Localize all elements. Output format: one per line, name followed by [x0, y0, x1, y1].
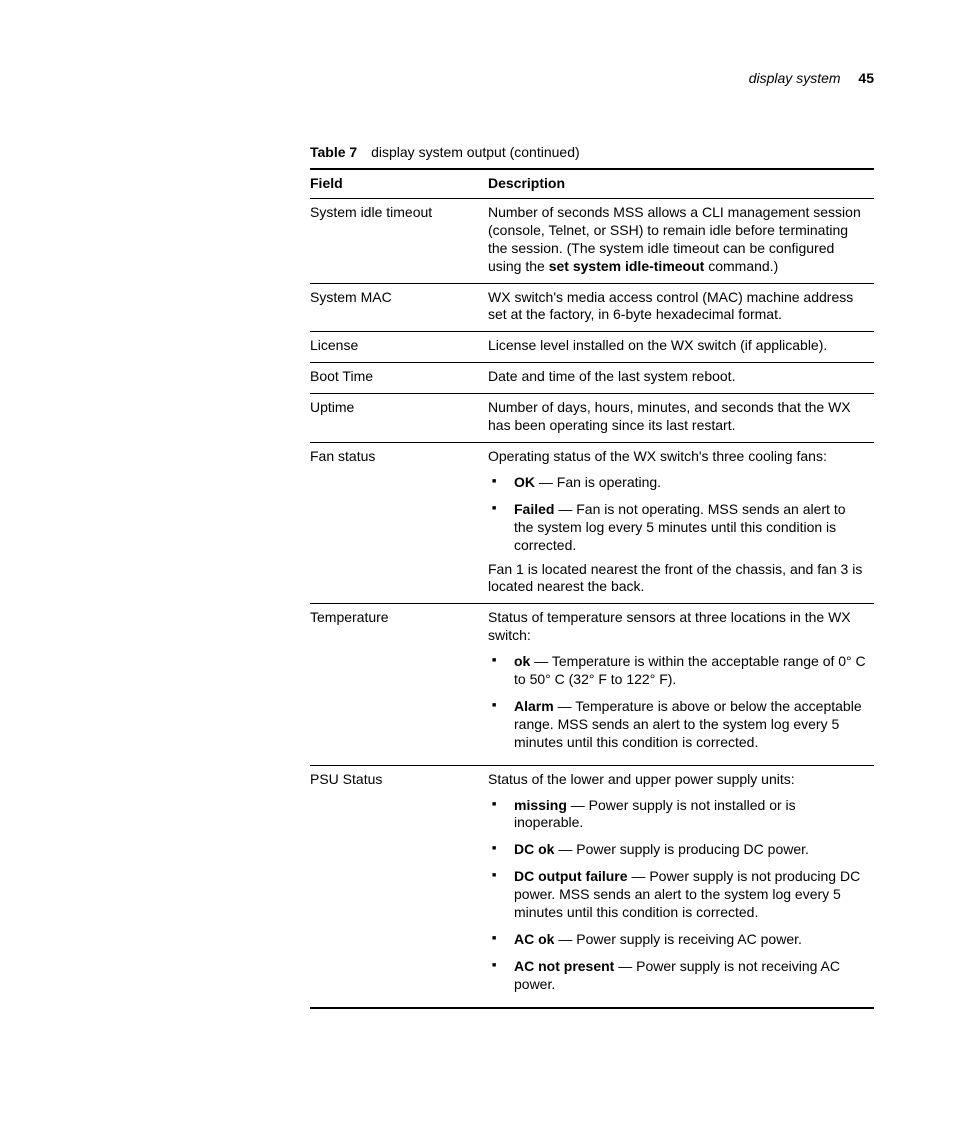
table-row: Boot Time Date and time of the last syst… — [310, 363, 874, 394]
table-row: System idle timeout Number of seconds MS… — [310, 198, 874, 283]
desc-paragraph: Status of the lower and upper power supp… — [488, 771, 868, 789]
list-item: Alarm — Temperature is above or below th… — [510, 698, 868, 752]
table-row: System MAC WX switch's media access cont… — [310, 283, 874, 332]
list-item: ok — Temperature is within the acceptabl… — [510, 653, 868, 689]
header-page-number: 45 — [858, 70, 874, 86]
bullet-list: OK — Fan is operating. Failed — Fan is n… — [488, 474, 868, 555]
list-item: missing — Power supply is not installed … — [510, 797, 868, 833]
table-caption: Table 7 display system output (continued… — [310, 144, 874, 160]
col-header-field: Field — [310, 169, 488, 198]
cell-description: Operating status of the WX switch's thre… — [488, 442, 874, 603]
running-header: display system 45 — [310, 70, 874, 86]
col-header-description: Description — [488, 169, 874, 198]
cell-description: Status of the lower and upper power supp… — [488, 765, 874, 1008]
list-item: OK — Fan is operating. — [510, 474, 868, 492]
cell-field: Uptime — [310, 394, 488, 443]
list-item: AC ok — Power supply is receiving AC pow… — [510, 931, 868, 949]
cell-field: PSU Status — [310, 765, 488, 1008]
cell-description: License level installed on the WX switch… — [488, 332, 874, 363]
table-header-row: Field Description — [310, 169, 874, 198]
desc-paragraph: Number of days, hours, minutes, and seco… — [488, 399, 868, 435]
list-item: DC output failure — Power supply is not … — [510, 868, 868, 922]
cell-description: Number of days, hours, minutes, and seco… — [488, 394, 874, 443]
desc-paragraph: Number of seconds MSS allows a CLI manag… — [488, 204, 868, 276]
cell-field: Temperature — [310, 604, 488, 765]
desc-paragraph: WX switch's media access control (MAC) m… — [488, 289, 868, 325]
header-section: display system — [749, 70, 841, 86]
desc-paragraph: License level installed on the WX switch… — [488, 337, 868, 355]
cell-description: Date and time of the last system reboot. — [488, 363, 874, 394]
bullet-list: ok — Temperature is within the acceptabl… — [488, 653, 868, 752]
table-row: License License level installed on the W… — [310, 332, 874, 363]
cell-description: Number of seconds MSS allows a CLI manag… — [488, 198, 874, 283]
cell-description: Status of temperature sensors at three l… — [488, 604, 874, 765]
page: display system 45 Table 7 display system… — [0, 0, 954, 1069]
list-item: DC ok — Power supply is producing DC pow… — [510, 841, 868, 859]
table-row: Fan status Operating status of the WX sw… — [310, 442, 874, 603]
table-title: display system output (continued) — [371, 144, 580, 160]
desc-paragraph: Date and time of the last system reboot. — [488, 368, 868, 386]
desc-paragraph: Fan 1 is located nearest the front of th… — [488, 561, 868, 597]
cell-field: Boot Time — [310, 363, 488, 394]
cell-field: System MAC — [310, 283, 488, 332]
cell-field: System idle timeout — [310, 198, 488, 283]
table-row: PSU Status Status of the lower and upper… — [310, 765, 874, 1008]
cell-field: Fan status — [310, 442, 488, 603]
desc-paragraph: Operating status of the WX switch's thre… — [488, 448, 868, 466]
table-label: Table 7 — [310, 144, 357, 160]
desc-paragraph: Status of temperature sensors at three l… — [488, 609, 868, 645]
list-item: Failed — Fan is not operating. MSS sends… — [510, 501, 868, 555]
bullet-list: missing — Power supply is not installed … — [488, 797, 868, 994]
table-row: Uptime Number of days, hours, minutes, a… — [310, 394, 874, 443]
table-row: Temperature Status of temperature sensor… — [310, 604, 874, 765]
cell-field: License — [310, 332, 488, 363]
output-table: Field Description System idle timeout Nu… — [310, 168, 874, 1009]
list-item: AC not present — Power supply is not rec… — [510, 958, 868, 994]
cell-description: WX switch's media access control (MAC) m… — [488, 283, 874, 332]
